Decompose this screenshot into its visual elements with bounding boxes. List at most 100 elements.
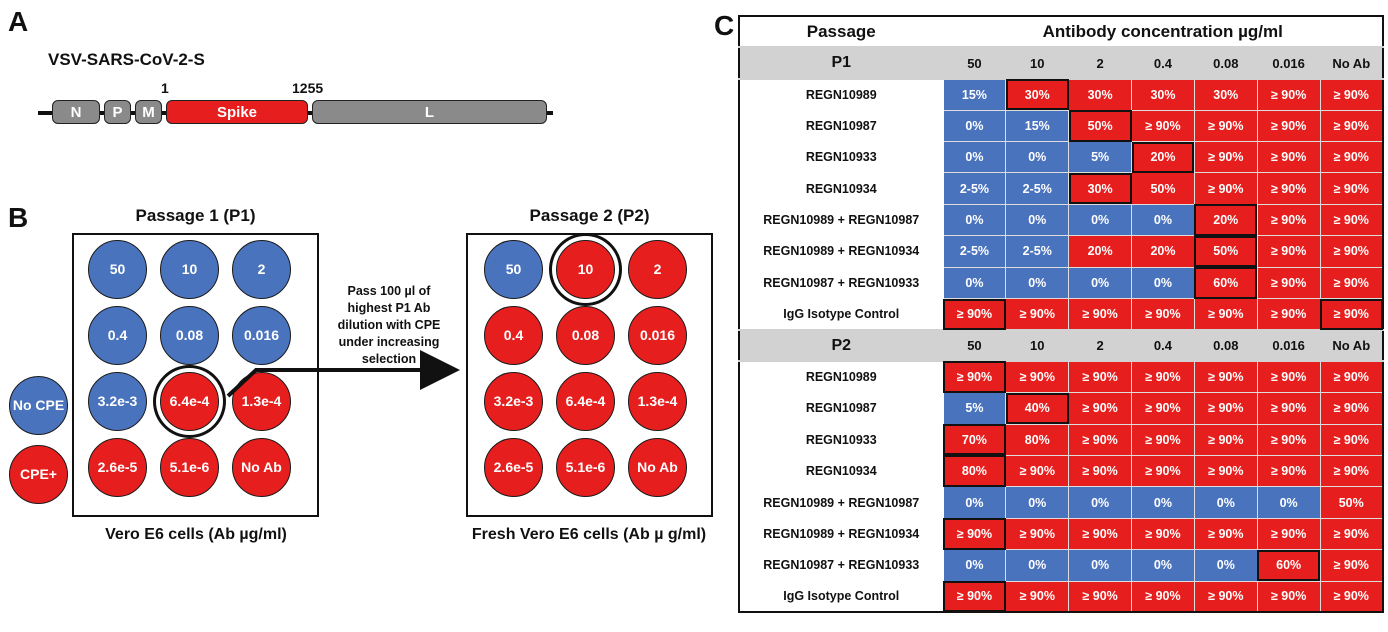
result-cell: 30% [1068,172,1133,205]
passage-label: P1 [738,46,944,80]
result-cell: ≥ 90% [1256,141,1321,174]
result-cell: ≥ 90% [1068,392,1133,425]
gene-n: N [52,100,100,124]
selection-table: Passage Antibody concentration µg/ml P1 50 1… [738,15,1384,614]
result-cell: 2-5% [942,235,1007,268]
concentration-header: 2 [1068,328,1133,363]
p2-plate [466,233,713,517]
result-cell: 0% [1193,486,1258,519]
concentration-header: 0.08 [1193,328,1258,363]
result-cell: ≥ 90% [1005,454,1070,488]
table-row: REGN10989 + REGN10934 2-5% 2-5% 20% 20% 50% ≥ … [738,235,1384,268]
concentration-header: 50 [942,328,1007,363]
result-cell: 0% [942,141,1007,174]
result-cell: ≥ 90% [1193,392,1258,425]
result-cell: ≥ 90% [1005,298,1070,331]
result-cell: 0% [942,203,1007,237]
result-cell: ≥ 90% [1319,549,1384,582]
result-cell: ≥ 90% [1256,235,1321,268]
concentration-header: 0.016 [1256,46,1321,80]
p1-well: 5.1e-6 [160,438,219,497]
concentration-header: 0.4 [1131,46,1195,80]
p1-title: Passage 1 (P1) [135,206,256,225]
result-cell: ≥ 90% [1256,203,1321,237]
result-cell: ≥ 90% [1256,298,1321,331]
result-cell: 20% [1131,141,1195,174]
p2-well: 0.016 [628,306,687,365]
table-row: REGN10987 + REGN10933 0% 0% 0% 0% 60% ≥ 90% ≥ 9… [738,266,1384,300]
result-cell: ≥ 90% [1256,266,1321,300]
gene-m: M [135,100,162,124]
table-row: IgG Isotype Control ≥ 90% ≥ 90% ≥ 90% ≥ 90% ≥… [738,580,1384,613]
antibody-name: REGN10989 [738,78,944,111]
p2-well: 1.3e-4 [628,372,687,431]
p1-well: 6.4e-4 [160,372,219,431]
result-cell: ≥ 90% [1319,517,1384,551]
concentration-header: 0.08 [1193,46,1258,80]
antibody-name: REGN10989 + REGN10987 [738,486,944,519]
gene-p: P [104,100,131,124]
panel-b-letter: B [8,202,29,233]
result-cell: 0% [1005,141,1070,174]
result-cell: ≥ 90% [1256,454,1321,488]
construct-title: VSV-SARS-CoV-2-S [48,50,205,69]
result-cell: ≥ 90% [1319,203,1384,237]
result-cell: 20% [1193,203,1258,237]
result-cell: ≥ 90% [1319,266,1384,300]
result-cell: 30% [1193,78,1258,111]
result-cell: 0% [1068,486,1133,519]
result-cell: ≥ 90% [942,298,1007,331]
p2-well: No Ab [628,438,687,497]
result-cell: 0% [1256,486,1321,519]
antibody-name: REGN10987 [738,109,944,143]
result-cell: 0% [942,549,1007,582]
result-cell: ≥ 90% [1319,78,1384,111]
result-cell: 70% [942,423,1007,456]
result-cell: 80% [1005,423,1070,456]
result-cell: ≥ 90% [1131,580,1195,613]
result-cell: ≥ 90% [1131,454,1195,488]
table-row: REGN10934 80% ≥ 90% ≥ 90% ≥ 90% ≥ 90% ≥ 90% ≥ 9… [738,454,1384,488]
result-cell: ≥ 90% [1319,141,1384,174]
result-cell: ≥ 90% [1193,172,1258,205]
result-cell: ≥ 90% [1256,78,1321,111]
gene-l: L [312,100,547,124]
result-cell: 0% [1068,266,1133,300]
result-cell: ≥ 90% [1256,423,1321,456]
result-cell: ≥ 90% [1193,360,1258,394]
result-cell: ≥ 90% [1193,454,1258,488]
table-row: REGN10933 70% 80% ≥ 90% ≥ 90% ≥ 90% ≥ 90% ≥ 90% [738,423,1384,456]
position-end: 1255 [292,80,324,96]
antibody-name: REGN10987 + REGN10933 [738,266,944,300]
result-cell: ≥ 90% [1131,109,1195,143]
table-row: REGN10989 + REGN10987 0% 0% 0% 0% 0% 0% 50% [738,486,1384,519]
result-cell: 0% [1005,549,1070,582]
table-row: REGN10987 + REGN10933 0% 0% 0% 0% 0% 60% ≥ 90% [738,549,1384,582]
result-cell: ≥ 90% [1068,298,1133,331]
p1-well: No Ab [232,438,291,497]
p1-well: 2 [232,240,291,299]
result-cell: ≥ 90% [1256,109,1321,143]
p2-well: 0.4 [484,306,543,365]
result-cell: 50% [1068,109,1133,143]
result-cell: 30% [1068,78,1133,111]
concentration-header: 0.016 [1256,328,1321,363]
result-cell: ≥ 90% [1256,360,1321,394]
result-cell: 30% [1005,78,1070,111]
concentration-header: 10 [1005,46,1070,80]
p1-well: 3.2e-3 [88,372,147,431]
result-cell: ≥ 90% [1193,298,1258,331]
result-cell: ≥ 90% [1193,423,1258,456]
result-cell: ≥ 90% [1256,517,1321,551]
result-cell: 50% [1193,235,1258,268]
result-cell: 0% [1005,266,1070,300]
result-cell: ≥ 90% [942,580,1007,613]
result-cell: ≥ 90% [1319,423,1384,456]
concentration-header: No Ab [1319,328,1384,363]
result-cell: 0% [942,109,1007,143]
result-cell: 0% [1068,549,1133,582]
table-title-row: Passage Antibody concentration µg/ml [738,15,1384,48]
p1-well: 0.08 [160,306,219,365]
table-row: REGN10989 + REGN10934 ≥ 90% ≥ 90% ≥ 90% ≥ 90… [738,517,1384,551]
